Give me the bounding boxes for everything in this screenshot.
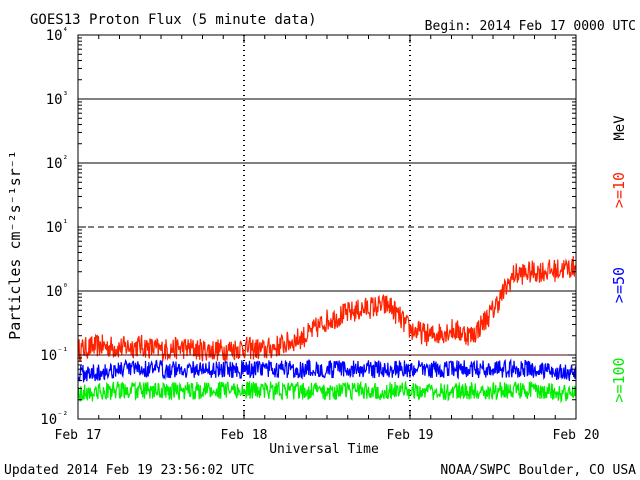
y-axis-title: Particles cm⁻²s⁻¹sr⁻¹ xyxy=(6,150,24,340)
series-line xyxy=(77,380,577,404)
series-line xyxy=(77,256,577,364)
y-tick-label: 10¹ xyxy=(46,219,68,236)
y-tick-label: 10⁰ xyxy=(46,283,68,300)
legend-entry: >=10 xyxy=(610,172,628,208)
credit-label: NOAA/SWPC Boulder, CO USA xyxy=(440,463,636,478)
legend-entry: >=50 xyxy=(610,267,628,303)
legend-title: MeV xyxy=(612,115,628,141)
begin-time-label: Begin: 2014 Feb 17 0000 UTC xyxy=(425,19,636,34)
updated-timestamp: Updated 2014 Feb 19 23:56:02 UTC xyxy=(4,463,254,478)
x-tick-label: Feb 20 xyxy=(553,428,600,443)
legend-entry: >=100 xyxy=(610,357,628,402)
y-tick-label: 10⁻² xyxy=(40,411,68,428)
x-tick-label: Feb 17 xyxy=(55,428,102,443)
chart-title: GOES13 Proton Flux (5 minute data) xyxy=(30,12,317,28)
y-tick-label: 10⁴ xyxy=(46,27,68,44)
x-tick-label: Feb 19 xyxy=(387,428,434,443)
x-tick-label: Feb 18 xyxy=(221,428,268,443)
y-tick-label: 10² xyxy=(46,155,68,172)
y-tick-label: 10³ xyxy=(46,91,68,108)
x-axis-title: Universal Time xyxy=(269,442,379,457)
y-tick-label: 10⁻¹ xyxy=(40,347,68,364)
series-line xyxy=(77,358,577,383)
